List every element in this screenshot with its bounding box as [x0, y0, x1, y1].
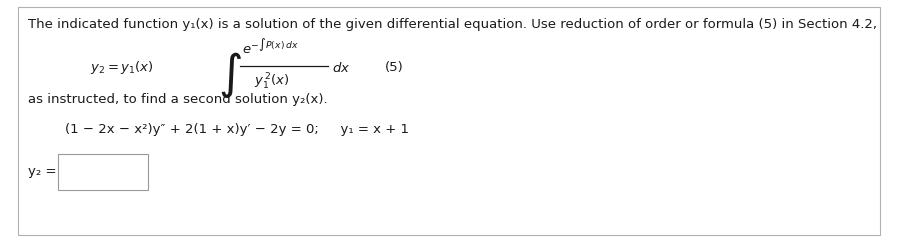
- Text: $\int$: $\int$: [218, 50, 242, 100]
- Text: (5): (5): [385, 61, 404, 74]
- Text: The indicated function y₁(x) is a solution of the given differential equation. U: The indicated function y₁(x) is a soluti…: [28, 18, 877, 31]
- FancyBboxPatch shape: [18, 7, 880, 235]
- Text: $y_1^{\,2}(x)$: $y_1^{\,2}(x)$: [254, 72, 289, 92]
- Text: as instructed, to find a second solution y₂(x).: as instructed, to find a second solution…: [28, 94, 327, 107]
- Text: $e^{-\int P(x)\,dx}$: $e^{-\int P(x)\,dx}$: [242, 37, 298, 56]
- Text: y₂ =: y₂ =: [28, 166, 57, 179]
- Text: $y_2 = y_1(x)$: $y_2 = y_1(x)$: [90, 60, 154, 77]
- Text: $dx$: $dx$: [332, 61, 351, 75]
- FancyBboxPatch shape: [58, 154, 148, 190]
- Text: (1 − 2x − x²)y″ + 2(1 + x)y′ − 2y = 0;   y₁ = x + 1: (1 − 2x − x²)y″ + 2(1 + x)y′ − 2y = 0; y…: [65, 124, 409, 137]
